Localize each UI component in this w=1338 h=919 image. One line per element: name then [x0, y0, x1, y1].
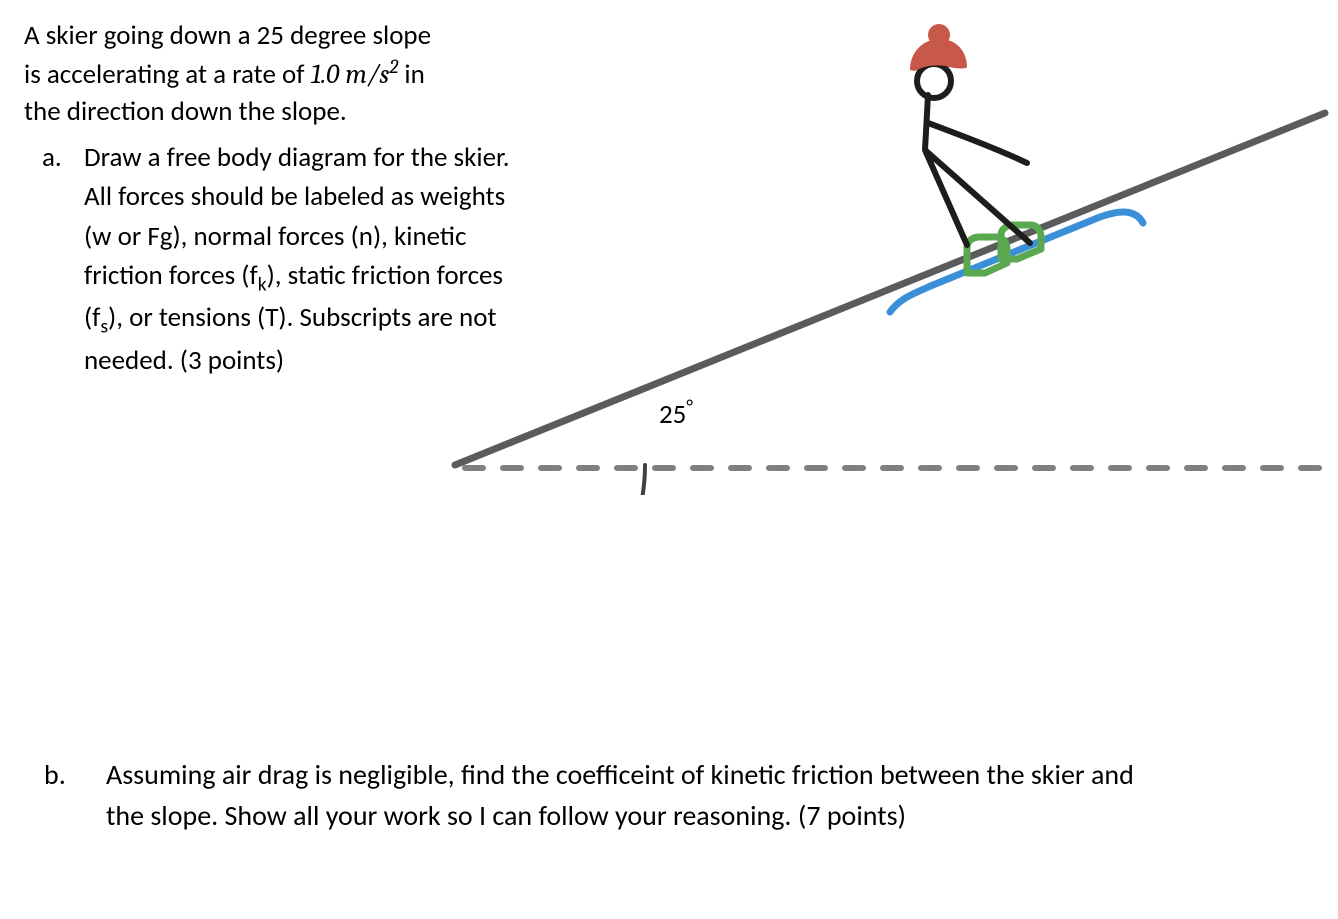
slope-line	[455, 113, 1325, 465]
part-a-marker: a.	[42, 138, 62, 177]
part-b: b. Assuming air drag is negligible, find…	[24, 755, 1156, 836]
stick-arm	[928, 123, 1027, 163]
intro-line2-suffix: in	[398, 58, 425, 91]
skier-diagram: 25°	[445, 15, 1338, 495]
part-a-sub-k: k	[258, 272, 267, 296]
problem-intro: A skier going down a 25 degree slope is …	[24, 18, 464, 130]
part-a-text3: ), or tensions (T). Subscripts are not n…	[84, 301, 497, 377]
page: A skier going down a 25 degree slope is …	[0, 0, 1338, 919]
intro-rate-value: 1.0	[311, 59, 340, 90]
diagram-svg	[445, 15, 1338, 495]
part-b-marker: b.	[44, 755, 66, 796]
part-b-text: Assuming air drag is negligible, find th…	[106, 757, 1134, 833]
part-b-wrap: b. Assuming air drag is negligible, find…	[24, 755, 1314, 836]
intro-line3: the direction down the slope.	[24, 95, 347, 128]
part-a-sub-s: s	[100, 315, 108, 339]
angle-label: 25°	[659, 395, 693, 431]
intro-rate-unit: m/s	[345, 59, 389, 90]
intro-rate-exp: 2	[389, 56, 398, 78]
intro-line1: A skier going down a 25 degree slope	[24, 19, 431, 52]
stick-head	[917, 64, 951, 98]
hat-pom	[928, 24, 950, 46]
part-a: a. Draw a free body diagram for the skie…	[24, 138, 514, 380]
intro-line2-prefix: is accelerating at a rate of	[24, 58, 311, 91]
angle-value: 25	[659, 398, 686, 431]
angle-degree: °	[686, 395, 693, 419]
